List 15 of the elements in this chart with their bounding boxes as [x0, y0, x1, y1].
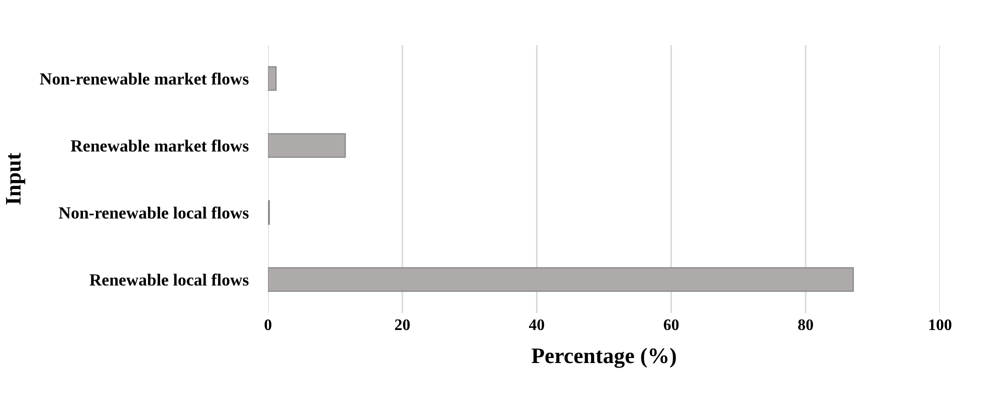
x-tick-label: 80: [798, 317, 814, 334]
x-tick-label: 20: [394, 317, 410, 334]
x-tick-label: 100: [928, 317, 952, 334]
y-tick-label: Renewable market flows: [70, 136, 250, 156]
x-tick-label: 0: [264, 317, 272, 334]
y-tick-label: Non-renewable local flows: [58, 203, 250, 222]
bar: [268, 267, 854, 292]
y-axis-title: Input: [0, 152, 26, 206]
y-tick-label: Non-renewable market flows: [40, 69, 250, 88]
bar: [268, 133, 346, 158]
x-tick-label: 40: [528, 317, 545, 334]
y-tick-label: Renewable local flows: [89, 270, 250, 290]
x-axis-title: Percentage (%): [531, 342, 677, 368]
bar: [268, 66, 277, 91]
x-tick-label: 60: [663, 317, 680, 334]
